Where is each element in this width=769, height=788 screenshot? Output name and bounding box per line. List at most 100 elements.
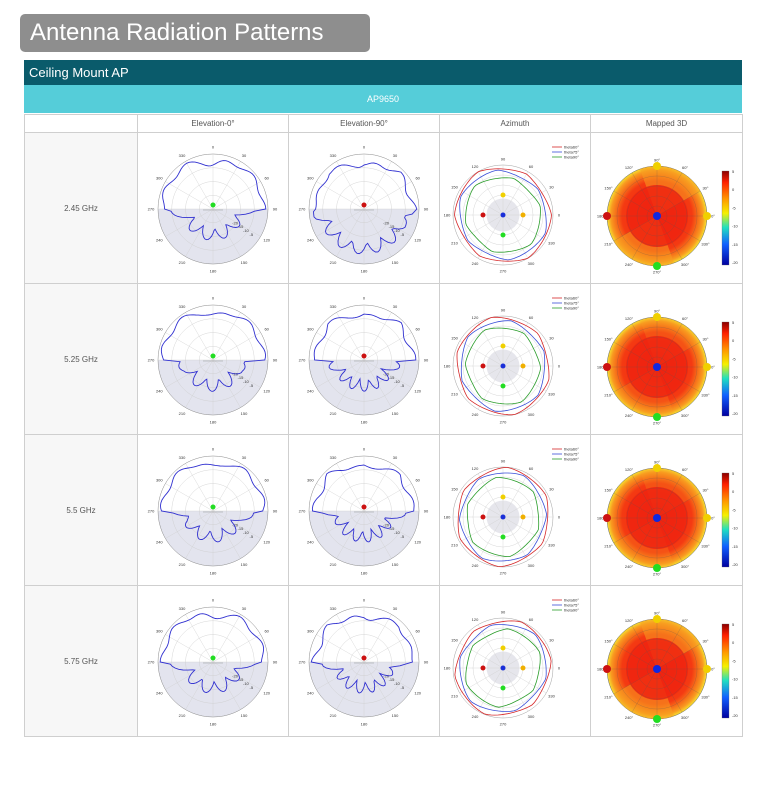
- angle-tick-label: 0: [558, 515, 561, 520]
- grid-spoke: [363, 634, 412, 663]
- grid-spoke: [316, 181, 365, 210]
- colorbar: [721, 472, 730, 568]
- grid-spoke: [185, 463, 214, 512]
- colorbar-tick-label: -5: [732, 205, 736, 210]
- angle-tick-label: 330: [179, 455, 186, 460]
- grid-spoke: [363, 510, 392, 559]
- angle-tick-label: 330: [548, 241, 555, 246]
- radiation-pattern-line: [160, 463, 266, 543]
- angle-tick-label: 90: [424, 660, 429, 665]
- angle-tick-label: 60°: [682, 618, 688, 623]
- grid-spoke: [165, 359, 214, 388]
- angle-tick-label: 30: [393, 455, 398, 460]
- grid-spoke: [363, 181, 412, 210]
- angle-tick-label: 90: [501, 308, 506, 313]
- legend-label: theta75°: [564, 149, 579, 154]
- colorbar-tick-label: -5: [732, 507, 736, 512]
- angle-tick-label: 240: [472, 412, 479, 417]
- angle-tick-label: 30°: [702, 337, 708, 342]
- grid-spoke: [656, 341, 701, 368]
- angle-tick-label: 300: [528, 412, 535, 417]
- angle-tick-label: 90: [273, 358, 278, 363]
- grid-spoke: [363, 463, 392, 512]
- frequency-label: 5.5 GHz: [24, 434, 138, 586]
- angle-tick-label: 150: [451, 336, 458, 341]
- angle-tick-label: 180: [444, 666, 451, 671]
- angle-tick-label: 0: [558, 364, 561, 369]
- marker-dot: [480, 514, 486, 520]
- grid-spoke: [477, 171, 504, 216]
- header-mapped-3d: Mapped 3D: [590, 114, 743, 133]
- grid-spoke: [459, 667, 504, 694]
- angle-tick-label: 210: [451, 543, 458, 548]
- grid-spoke: [316, 634, 365, 663]
- legend-label: theta90°: [564, 456, 579, 461]
- angle-tick-label: 90°: [654, 460, 660, 465]
- angle-tick-label: 210: [179, 562, 186, 567]
- angle-tick-label: 120: [414, 540, 421, 545]
- angle-tick-label: 60: [264, 327, 269, 332]
- grid-spoke: [656, 366, 701, 393]
- marker-dot: [653, 665, 661, 673]
- angle-tick-label: 90: [501, 610, 506, 615]
- grid-spoke: [212, 483, 261, 512]
- marker-dot: [500, 514, 506, 520]
- angle-tick-label: 270: [299, 509, 306, 514]
- angle-tick-label: 180°: [597, 365, 606, 370]
- colorbar-tick-label: -15: [732, 393, 739, 398]
- grid-spoke: [502, 322, 529, 367]
- angle-tick-label: 150: [392, 562, 399, 567]
- frequency-label: 2.45 GHz: [24, 132, 138, 284]
- colorbar-tick-label: -15: [732, 695, 739, 700]
- grid-spoke: [459, 365, 504, 392]
- angle-tick-label: 180: [444, 515, 451, 520]
- marker-dot: [653, 413, 661, 421]
- grid-spoke: [613, 517, 658, 544]
- colorbar-tick-label: -20: [732, 411, 739, 416]
- radiation-pattern-line: [313, 162, 418, 255]
- marker-dot: [500, 363, 506, 369]
- grid-spoke: [656, 366, 683, 411]
- grid-spoke: [459, 189, 504, 216]
- grid-spoke: [185, 359, 214, 408]
- angle-tick-label: 210: [330, 260, 337, 265]
- grid-spoke: [336, 208, 365, 257]
- grid-spoke: [502, 516, 529, 561]
- angle-tick-label: 180: [210, 722, 217, 727]
- angle-tick-label: 300: [156, 478, 163, 483]
- angle-tick-label: 90: [424, 358, 429, 363]
- grid-spoke: [613, 366, 658, 393]
- angle-tick-label: 30: [393, 606, 398, 611]
- legend-label: theta75°: [564, 602, 579, 607]
- angle-tick-label: 60: [415, 478, 420, 483]
- colorbar: [721, 623, 730, 719]
- colorbar-tick-label: -20: [732, 260, 739, 265]
- colorbar-tick-label: -20: [732, 713, 739, 718]
- grid-spoke: [212, 661, 261, 690]
- angle-tick-label: 60: [529, 164, 534, 169]
- angle-tick-label: 120: [414, 691, 421, 696]
- grid-spoke: [656, 625, 683, 670]
- mapped-3d-cell: 90° 60° 30° 0° 330° 300° 270° 240° 210° 180° 150° 1…: [590, 283, 743, 435]
- grid-spoke: [185, 510, 214, 559]
- angle-tick-label: 240: [307, 691, 314, 696]
- colorbar-tick-label: 0: [732, 338, 735, 343]
- angle-tick-label: 240: [472, 714, 479, 719]
- marker-dot: [500, 343, 506, 349]
- azimuth-series-line: [456, 316, 550, 416]
- angle-tick-label: 120: [472, 315, 479, 320]
- colorbar-tick-label: -10: [732, 677, 739, 682]
- colorbar: [721, 170, 730, 266]
- angle-tick-label: 330°: [701, 544, 710, 549]
- angle-tick-label: 30: [242, 304, 247, 309]
- angle-tick-label: 180: [444, 364, 451, 369]
- grid-spoke: [363, 483, 412, 512]
- angle-tick-label: 300: [307, 176, 314, 181]
- grid-spoke: [165, 634, 214, 663]
- grid-spoke: [185, 661, 214, 710]
- ring-tick-label: -15: [238, 677, 245, 682]
- angle-tick-label: 300: [528, 714, 535, 719]
- ring-tick-label: -10: [243, 681, 250, 686]
- angle-tick-label: 330: [548, 543, 555, 548]
- grid-spoke: [212, 208, 261, 237]
